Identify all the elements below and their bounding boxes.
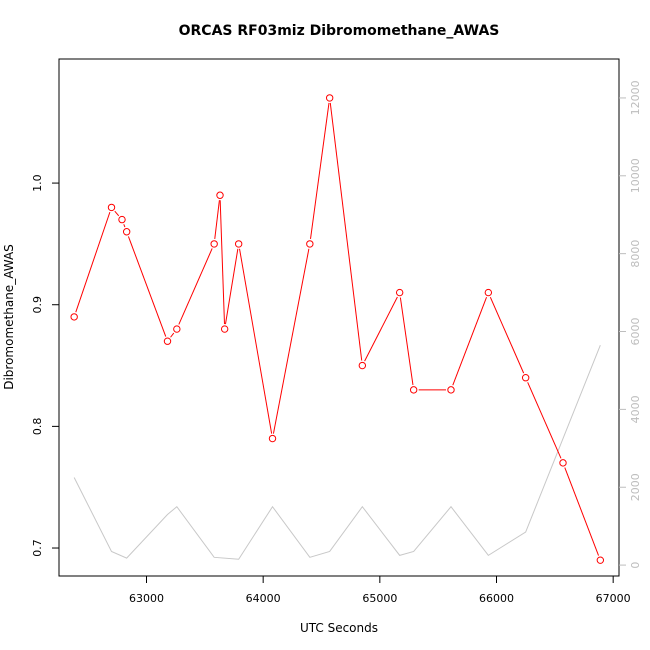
- series-line-segment: [214, 200, 220, 239]
- x-tick-label: 67000: [596, 592, 631, 605]
- data-point: [173, 325, 181, 333]
- x-axis: 63000 64000 65000 66000 67000: [129, 576, 631, 605]
- data-point: [521, 374, 530, 382]
- y2-tick-label: 12000: [629, 80, 642, 115]
- data-point: [118, 215, 126, 224]
- series-line-segment: [564, 467, 600, 556]
- y-tick-label: 0.8: [31, 418, 44, 436]
- y2-tick-label: 4000: [629, 395, 642, 423]
- series-line-segment: [364, 296, 398, 362]
- series-line-segment: [310, 102, 330, 240]
- series-line-segment: [489, 296, 525, 374]
- y2-tick-label: 2000: [629, 473, 642, 501]
- data-point: [447, 386, 455, 394]
- x-axis-label: UTC Seconds: [300, 621, 378, 635]
- data-point: [216, 191, 224, 199]
- y-axis-label: Dibromomethane_AWAS: [2, 244, 16, 390]
- y2-tick-label: 0: [629, 562, 642, 569]
- data-point: [163, 337, 172, 345]
- series-line-segment: [224, 248, 239, 325]
- series-line-segment: [178, 248, 213, 325]
- y2-tick-label: 6000: [629, 318, 642, 346]
- series-line-segment: [527, 382, 562, 459]
- y-tick-label: 0.9: [31, 296, 44, 314]
- series-line-segment: [127, 236, 167, 337]
- data-point: [484, 288, 493, 297]
- series-line-segment: [399, 297, 414, 386]
- data-point: [395, 288, 404, 297]
- series-line-segment: [75, 211, 111, 313]
- data-point: [70, 313, 78, 321]
- x-tick-label: 64000: [246, 592, 281, 605]
- data-point: [306, 240, 314, 248]
- plot-frame: [58, 58, 620, 577]
- series-line-segment: [329, 102, 363, 361]
- data-point: [107, 203, 116, 212]
- series-line-segment: [219, 200, 225, 325]
- series-line-segment: [452, 297, 488, 386]
- y-tick-label: 0.7: [31, 539, 44, 557]
- data-point: [234, 240, 243, 248]
- chart-title: ORCAS RF03miz Dibromomethane_AWAS: [179, 23, 500, 39]
- y2-axis: 0 2000 4000 6000 8000 10000 12000: [619, 80, 642, 569]
- series-layer: [70, 94, 605, 564]
- series-line-secondary: [73, 344, 601, 560]
- y2-tick-label: 10000: [629, 158, 642, 193]
- data-point: [596, 556, 605, 564]
- y-axis: 0.7 0.8 0.9 1.0: [31, 174, 59, 557]
- data-point: [210, 240, 218, 248]
- series-line-segment: [114, 210, 120, 217]
- data-point: [358, 361, 367, 370]
- data-point: [122, 228, 131, 236]
- x-tick-label: 63000: [129, 592, 164, 605]
- series-line-segment: [239, 248, 273, 434]
- x-tick-label: 66000: [479, 592, 514, 605]
- series-line-segment: [272, 248, 310, 434]
- data-point: [220, 325, 229, 333]
- y-tick-label: 1.0: [31, 174, 44, 192]
- data-point: [559, 459, 567, 467]
- x-tick-label: 65000: [362, 592, 397, 605]
- data-point: [268, 434, 277, 443]
- series-line-segment: [123, 224, 126, 228]
- data-point: [325, 94, 334, 102]
- y2-tick-label: 8000: [629, 240, 642, 268]
- series-line-segment: [170, 332, 175, 338]
- data-point: [409, 386, 418, 394]
